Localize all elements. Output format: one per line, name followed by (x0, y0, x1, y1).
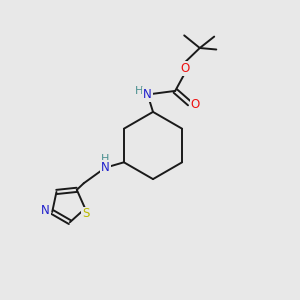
Text: N: N (101, 161, 110, 174)
Text: S: S (82, 207, 89, 220)
Text: N: N (143, 88, 152, 101)
Text: O: O (180, 62, 189, 75)
Text: H: H (134, 85, 143, 96)
Text: H: H (100, 154, 109, 164)
Text: N: N (41, 204, 50, 217)
Text: O: O (190, 98, 200, 111)
